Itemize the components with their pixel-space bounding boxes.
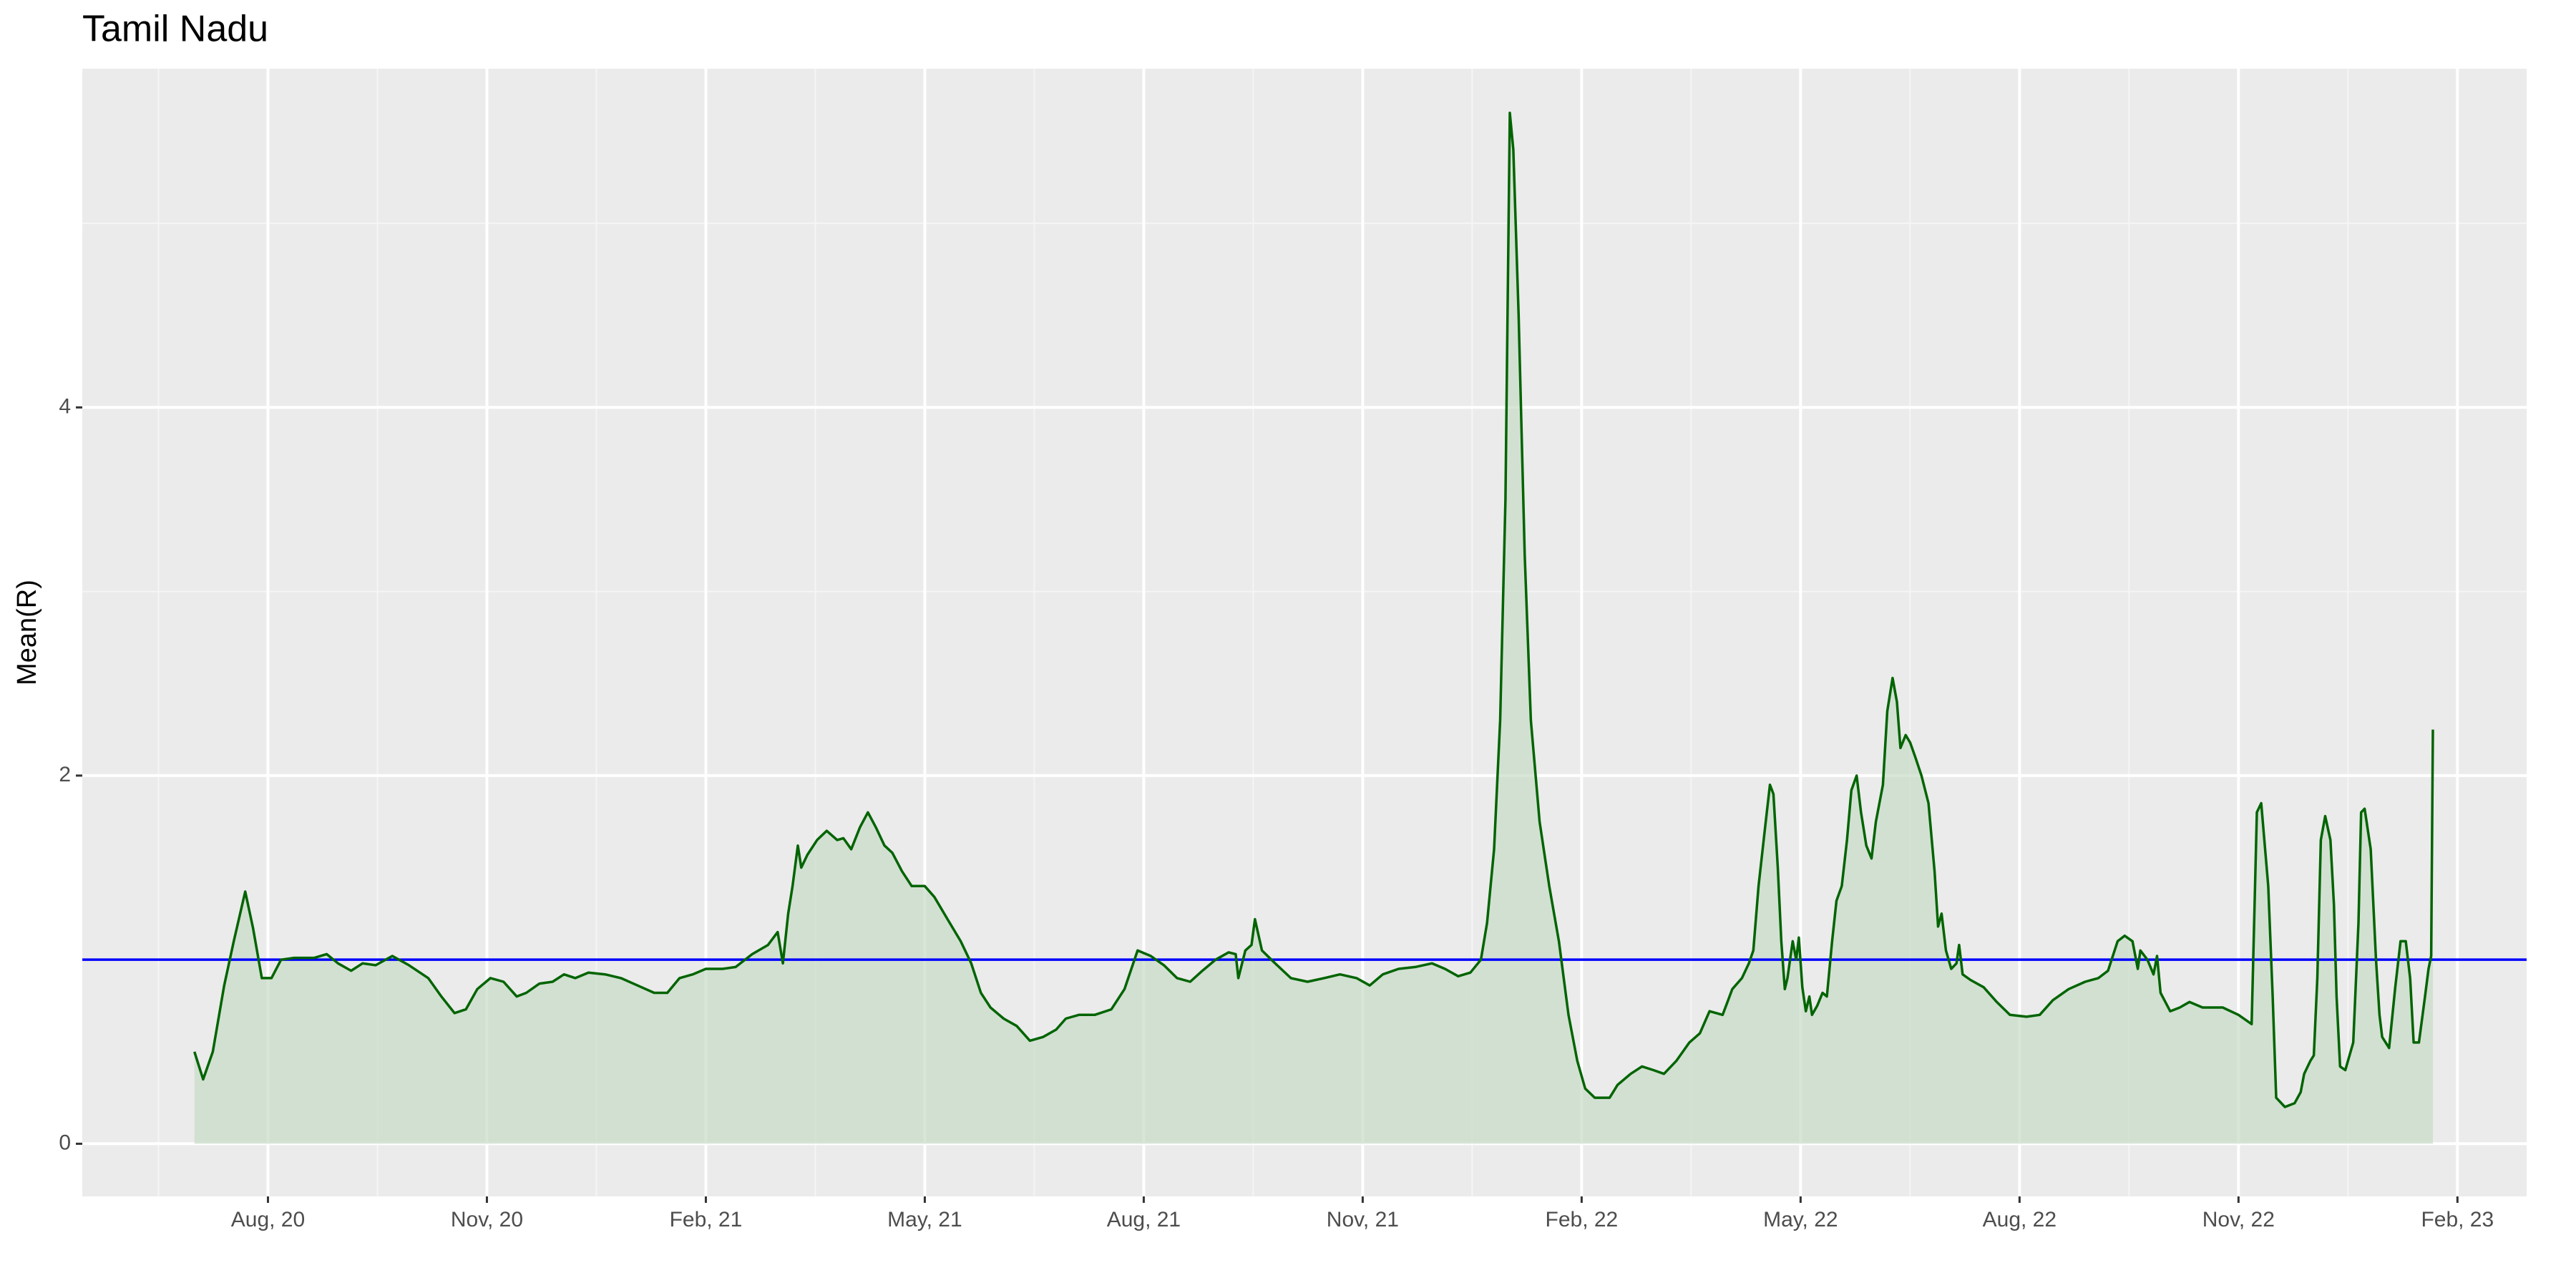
x-tick-label: May, 21 [887, 1208, 962, 1231]
x-tick-label: Nov, 21 [1327, 1208, 1399, 1231]
x-tick-label: Feb, 21 [670, 1208, 743, 1231]
line [193, 111, 2434, 1108]
area [194, 112, 2434, 1144]
x-tick-label: Aug, 21 [1107, 1208, 1181, 1231]
axes: 0 2 4 Aug, 20 Nov, 20 Feb, 21 May, 21 Aug, 21 No… [59, 394, 2494, 1231]
x-tick-label: Feb, 23 [2421, 1208, 2494, 1231]
y-axis-label: Mean(R) [12, 580, 42, 686]
x-tick-label: Aug, 22 [1983, 1208, 2057, 1231]
y-tick-label: 0 [59, 1131, 71, 1154]
marks [82, 111, 2527, 1144]
x-tick-label: Feb, 22 [1546, 1208, 1619, 1231]
y-tick-label: 2 [59, 763, 71, 786]
x-tick-label: Nov, 22 [2202, 1208, 2275, 1231]
x-tick-label: Nov, 20 [451, 1208, 523, 1231]
x-tick-label: Aug, 20 [231, 1208, 305, 1231]
x-tick-label: May, 22 [1763, 1208, 1838, 1231]
chart-title: Tamil Nadu [82, 9, 268, 50]
y-tick-label: 4 [59, 394, 71, 418]
